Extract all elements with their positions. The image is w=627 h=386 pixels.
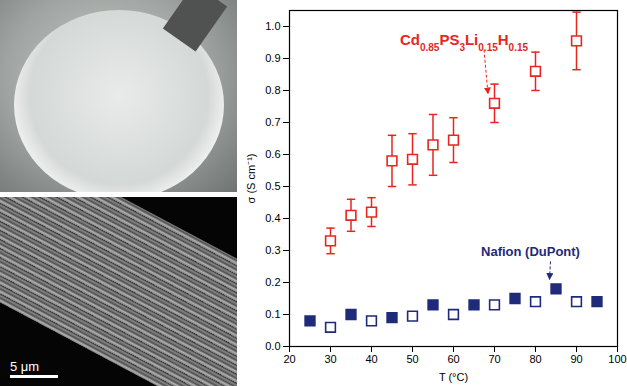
svg-text:0.8: 0.8: [265, 84, 280, 96]
svg-text:σ (S cm⁻¹): σ (S cm⁻¹): [245, 154, 257, 204]
svg-text:0.0: 0.0: [265, 340, 280, 352]
svg-text:0.5: 0.5: [265, 180, 280, 192]
svg-text:80: 80: [529, 353, 541, 365]
svg-text:0.1: 0.1: [265, 308, 280, 320]
svg-text:0.4: 0.4: [265, 212, 280, 224]
svg-text:0.6: 0.6: [265, 148, 280, 160]
svg-text:1.0: 1.0: [265, 20, 280, 32]
svg-text:60: 60: [447, 353, 459, 365]
svg-text:0.9: 0.9: [265, 52, 280, 64]
html-text:5 μm: 5 μm: [10, 359, 40, 374]
svg-text:0.3: 0.3: [265, 244, 280, 256]
svg-text:30: 30: [324, 353, 336, 365]
svg-text:40: 40: [365, 353, 377, 365]
svg-text:Nafion (DuPont): Nafion (DuPont): [481, 244, 580, 259]
svg-text:T (°C): T (°C): [439, 371, 468, 383]
svg-text:100: 100: [608, 353, 626, 365]
svg-text:20: 20: [283, 353, 295, 365]
svg-text:50: 50: [406, 353, 418, 365]
svg-text:0.2: 0.2: [265, 276, 280, 288]
svg-text:0.7: 0.7: [265, 116, 280, 128]
svg-text:90: 90: [570, 353, 582, 365]
svg-text:Cd0.85PS3Li0.15H0.15: Cd0.85PS3Li0.15H0.15: [400, 31, 529, 53]
svg-text:70: 70: [488, 353, 500, 365]
